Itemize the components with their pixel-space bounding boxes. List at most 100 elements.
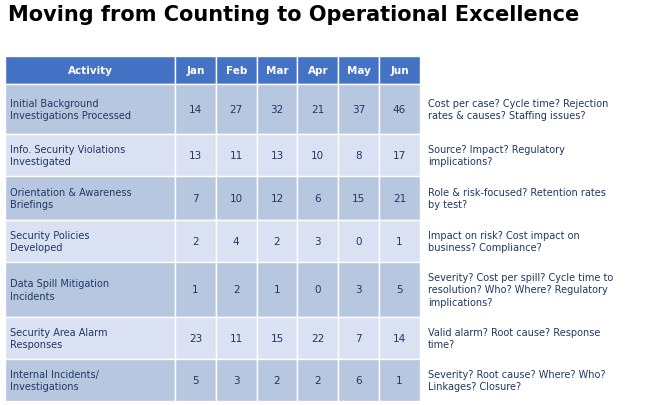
Text: 2: 2 bbox=[274, 237, 280, 246]
Text: Apr: Apr bbox=[307, 66, 328, 76]
Bar bbox=[5, 85, 175, 135]
Bar bbox=[175, 135, 216, 177]
Text: 23: 23 bbox=[189, 333, 202, 343]
Bar bbox=[5, 177, 175, 220]
Bar bbox=[216, 57, 257, 85]
Text: 0: 0 bbox=[314, 285, 321, 295]
Text: 1: 1 bbox=[192, 285, 199, 295]
Bar bbox=[298, 317, 338, 359]
Bar bbox=[175, 85, 216, 135]
Bar bbox=[379, 85, 420, 135]
Bar bbox=[379, 135, 420, 177]
Text: 6: 6 bbox=[314, 194, 321, 203]
Text: 1: 1 bbox=[396, 375, 402, 385]
Text: Source? Impact? Regulatory
implications?: Source? Impact? Regulatory implications? bbox=[428, 145, 565, 167]
Bar bbox=[379, 317, 420, 359]
Text: 12: 12 bbox=[270, 194, 283, 203]
Text: Moving from Counting to Operational Excellence: Moving from Counting to Operational Exce… bbox=[8, 5, 579, 25]
Text: 15: 15 bbox=[270, 333, 283, 343]
Text: 1: 1 bbox=[396, 237, 402, 246]
Text: 22: 22 bbox=[311, 333, 324, 343]
Bar bbox=[298, 135, 338, 177]
Text: 4: 4 bbox=[233, 237, 239, 246]
Bar bbox=[5, 220, 175, 262]
Bar bbox=[257, 135, 298, 177]
Text: Role & risk-focused? Retention rates
by test?: Role & risk-focused? Retention rates by … bbox=[428, 188, 606, 210]
Text: Jan: Jan bbox=[186, 66, 204, 76]
Bar bbox=[5, 359, 175, 401]
Text: May: May bbox=[347, 66, 371, 76]
Text: Data Spill Mitigation
Incidents: Data Spill Mitigation Incidents bbox=[10, 279, 109, 301]
Bar bbox=[175, 317, 216, 359]
Bar bbox=[298, 220, 338, 262]
Bar bbox=[379, 177, 420, 220]
Bar bbox=[216, 317, 257, 359]
Text: 2: 2 bbox=[314, 375, 321, 385]
Text: 46: 46 bbox=[393, 105, 406, 115]
Bar bbox=[216, 135, 257, 177]
Bar bbox=[216, 85, 257, 135]
Bar bbox=[338, 57, 379, 85]
Bar bbox=[175, 57, 216, 85]
Bar bbox=[5, 135, 175, 177]
Text: 14: 14 bbox=[393, 333, 406, 343]
Text: Orientation & Awareness
Briefings: Orientation & Awareness Briefings bbox=[10, 188, 131, 210]
Text: 11: 11 bbox=[230, 333, 243, 343]
Text: 3: 3 bbox=[355, 285, 362, 295]
Bar bbox=[5, 317, 175, 359]
Text: 8: 8 bbox=[355, 151, 362, 161]
Bar bbox=[5, 262, 175, 317]
Bar bbox=[298, 262, 338, 317]
Bar bbox=[338, 220, 379, 262]
Text: 14: 14 bbox=[189, 105, 202, 115]
Text: Internal Incidents/
Investigations: Internal Incidents/ Investigations bbox=[10, 369, 99, 391]
Text: 2: 2 bbox=[274, 375, 280, 385]
Text: 11: 11 bbox=[230, 151, 243, 161]
Bar bbox=[257, 359, 298, 401]
Bar bbox=[216, 177, 257, 220]
Text: 2: 2 bbox=[192, 237, 199, 246]
Text: 3: 3 bbox=[314, 237, 321, 246]
Text: 32: 32 bbox=[270, 105, 283, 115]
Bar bbox=[298, 177, 338, 220]
Bar bbox=[379, 220, 420, 262]
Text: 37: 37 bbox=[352, 105, 365, 115]
Text: 7: 7 bbox=[355, 333, 362, 343]
Text: 7: 7 bbox=[192, 194, 199, 203]
Bar bbox=[379, 262, 420, 317]
Text: 3: 3 bbox=[233, 375, 239, 385]
Bar bbox=[338, 262, 379, 317]
Bar bbox=[298, 57, 338, 85]
Text: 0: 0 bbox=[355, 237, 362, 246]
Text: 15: 15 bbox=[352, 194, 365, 203]
Text: Activity: Activity bbox=[67, 66, 113, 76]
Text: Severity? Root cause? Where? Who?
Linkages? Closure?: Severity? Root cause? Where? Who? Linkag… bbox=[428, 369, 606, 391]
Bar bbox=[298, 359, 338, 401]
Text: 10: 10 bbox=[230, 194, 243, 203]
Text: 10: 10 bbox=[311, 151, 324, 161]
Text: Feb: Feb bbox=[226, 66, 247, 76]
Bar bbox=[175, 220, 216, 262]
Bar bbox=[5, 57, 175, 85]
Bar bbox=[298, 85, 338, 135]
Text: 5: 5 bbox=[396, 285, 402, 295]
Text: Security Area Alarm
Responses: Security Area Alarm Responses bbox=[10, 327, 107, 350]
Bar bbox=[257, 317, 298, 359]
Text: 17: 17 bbox=[393, 151, 406, 161]
Text: Info. Security Violations
Investigated: Info. Security Violations Investigated bbox=[10, 145, 126, 167]
Bar bbox=[175, 177, 216, 220]
Bar bbox=[379, 359, 420, 401]
Text: 6: 6 bbox=[355, 375, 362, 385]
Bar bbox=[257, 220, 298, 262]
Bar bbox=[338, 359, 379, 401]
Text: 13: 13 bbox=[270, 151, 283, 161]
Text: 1: 1 bbox=[274, 285, 280, 295]
Bar bbox=[338, 317, 379, 359]
Bar bbox=[175, 262, 216, 317]
Text: Valid alarm? Root cause? Response
time?: Valid alarm? Root cause? Response time? bbox=[428, 327, 600, 350]
Text: Severity? Cost per spill? Cycle time to
resolution? Who? Where? Regulatory
impli: Severity? Cost per spill? Cycle time to … bbox=[428, 273, 613, 307]
Bar bbox=[257, 177, 298, 220]
Bar bbox=[257, 85, 298, 135]
Text: Mar: Mar bbox=[266, 66, 289, 76]
Bar bbox=[338, 135, 379, 177]
